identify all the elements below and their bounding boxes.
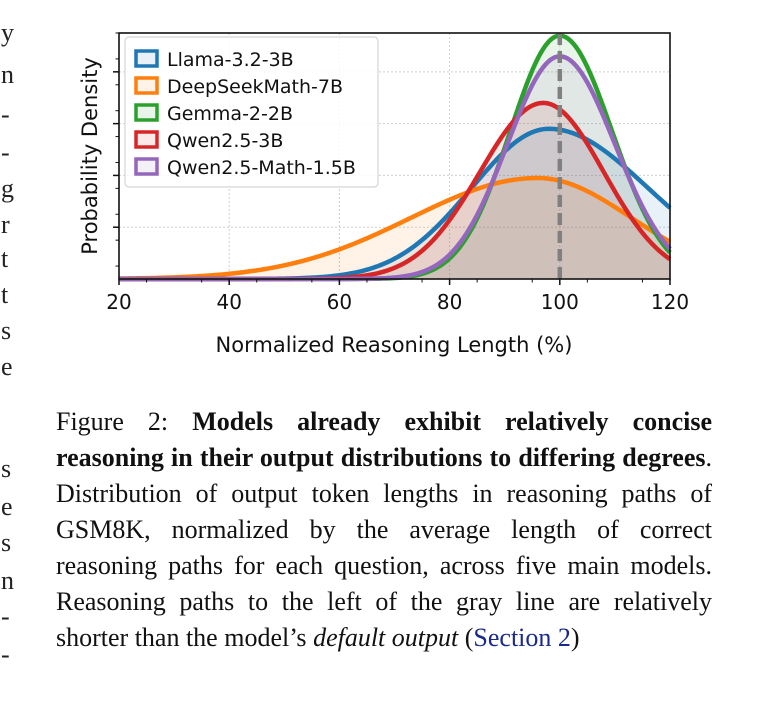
- plot-frame: [118, 32, 671, 280]
- caption-bold: Models already exhibit relatively concis…: [56, 407, 713, 472]
- left-text-fragment: n: [1, 60, 14, 89]
- left-text-fragment: r: [1, 210, 10, 239]
- left-text-fragment: t: [1, 244, 9, 273]
- left-text-fragment: -: [1, 602, 10, 631]
- y-axis-label: Probability Density: [78, 57, 102, 255]
- density-curve-1: [118, 175, 672, 281]
- left-text-fragment: s: [1, 316, 12, 345]
- caption-lead: Figure 2:: [56, 407, 169, 436]
- left-text-fragment: t: [1, 280, 9, 309]
- left-text-fragment: e: [1, 352, 13, 381]
- left-text-fragment: n: [1, 566, 14, 595]
- legend-label: Qwen2.5-3B: [167, 130, 283, 152]
- left-text-fragment: g: [1, 174, 14, 203]
- section-link[interactable]: Section 2: [473, 623, 571, 652]
- legend-swatch: [134, 157, 159, 176]
- left-text-fragment: e: [1, 492, 13, 521]
- legend-swatch: [134, 49, 159, 68]
- plot-border: [118, 32, 671, 280]
- left-text-fragment: s: [1, 528, 12, 557]
- x-tick-label: 20: [106, 290, 131, 314]
- caption-text-1: . Distribution of output token lengths i…: [56, 443, 712, 652]
- left-text-fragment: -: [1, 100, 10, 129]
- x-tick-label: 40: [216, 290, 241, 314]
- legend-swatch: [134, 76, 159, 95]
- figure-caption: Figure 2: Models already exhibit relativ…: [56, 404, 712, 656]
- x-axis-ticks: 20 40 60 80 100 120: [106, 279, 689, 314]
- density-chart: 20 40 60 80 100 120 Normalized Reasoning Leng…: [78, 32, 689, 357]
- density-fill-3: [119, 102, 670, 279]
- caption-italic: default output: [313, 623, 459, 652]
- y-axis-ticks: [113, 32, 119, 267]
- density-fills: [119, 35, 670, 280]
- legend-label: Gemma-2-2B: [167, 103, 293, 125]
- legend-swatch: [134, 130, 159, 149]
- caption-text-2: (: [464, 623, 474, 652]
- density-fill-0: [119, 128, 670, 279]
- legend-box: [124, 36, 379, 188]
- left-text-fragment: -: [1, 640, 10, 669]
- density-fill-4: [119, 56, 670, 280]
- x-tick-label: 120: [651, 290, 689, 314]
- legend-label: Qwen2.5-Math-1.5B: [167, 157, 356, 179]
- density-fill-2: [119, 35, 670, 280]
- legend: Llama-3.2-3B DeepSeekMath-7B Gemma-2-2B Qwe…: [124, 36, 379, 188]
- caption-text-3: ): [570, 623, 580, 652]
- x-tick-label: 60: [327, 290, 352, 314]
- legend-swatch: [134, 103, 159, 122]
- left-text-fragment: -: [1, 138, 10, 167]
- x-tick-label: 100: [541, 290, 579, 314]
- left-text-fragment: s: [1, 454, 12, 483]
- density-fill-1: [119, 178, 670, 279]
- x-tick-label: 80: [437, 290, 462, 314]
- legend-label: DeepSeekMath-7B: [167, 76, 343, 98]
- left-text-fragment: y: [1, 18, 14, 47]
- legend-label: Llama-3.2-3B: [167, 49, 294, 71]
- x-axis-label: Normalized Reasoning Length (%): [216, 333, 573, 357]
